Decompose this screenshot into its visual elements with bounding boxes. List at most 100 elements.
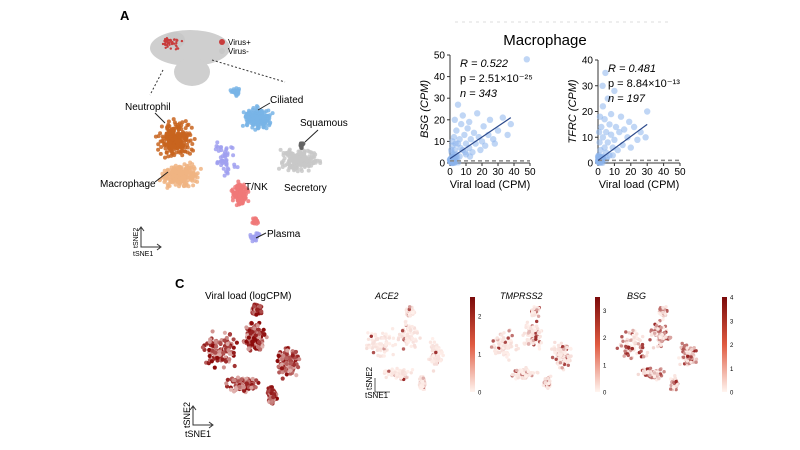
cell-point [244, 117, 249, 122]
expression-point [553, 340, 557, 345]
cell-point [191, 148, 195, 153]
expression-point [244, 325, 249, 330]
expression-point [231, 337, 236, 342]
expression-point [545, 385, 549, 389]
data-point [464, 125, 471, 132]
expression-point [410, 324, 414, 329]
expression-point [408, 314, 413, 318]
pointer-plasma [255, 232, 267, 239]
tsne1-label-ace2: tSNE1 [365, 391, 389, 400]
expression-point [661, 305, 665, 310]
expression-point [382, 354, 386, 358]
expression-point [386, 372, 391, 377]
expression-point [632, 335, 636, 340]
x-tick-label: 10 [460, 167, 472, 178]
expression-point [561, 347, 566, 352]
expression-point [296, 365, 301, 370]
cluster-neutrophil [153, 117, 197, 160]
data-point [458, 120, 465, 128]
viral-load-title: Viral load (logCPM) [205, 291, 292, 302]
cell-point [251, 106, 256, 110]
label-squamous: Squamous [300, 118, 348, 129]
expression-point [502, 331, 506, 335]
expression-point [412, 330, 417, 335]
expression-point [641, 369, 646, 373]
data-point [477, 146, 484, 154]
data-point [507, 120, 514, 128]
expression-point [401, 369, 405, 374]
cell-point [305, 159, 309, 164]
cell-point [220, 154, 225, 159]
cell-point [232, 162, 237, 167]
colorbar-tick: 0 [730, 391, 734, 397]
legend-virus-pos: Virus+ [228, 38, 251, 47]
virus-pos-point [172, 42, 176, 45]
x-tick-label: 0 [595, 167, 601, 178]
tsne1-label-a: tSNE1 [133, 251, 153, 258]
expression-point [215, 355, 220, 360]
cell-point [189, 125, 194, 130]
y-axis-label: BSG (CPM) [419, 80, 431, 138]
cell-point [188, 133, 193, 137]
expression-point [565, 345, 569, 350]
expression-point [431, 369, 436, 373]
cell-point [233, 194, 238, 199]
virus-pos-point [168, 43, 171, 46]
cell-point [191, 183, 196, 188]
expression-point [414, 339, 418, 343]
expression-point [534, 335, 538, 339]
data-point [602, 69, 609, 77]
expression-point [674, 379, 678, 384]
expression-point [285, 348, 290, 353]
data-point [601, 144, 608, 151]
expression-point [656, 320, 660, 325]
tsne2-label-c: tSNE2 [182, 402, 192, 428]
expression-point [569, 354, 573, 358]
cell-point [280, 161, 285, 166]
virus-pos-point [169, 47, 172, 50]
data-point [599, 134, 607, 141]
tsne2-label-a: tSNE2 [133, 228, 140, 248]
cell-point [213, 147, 218, 152]
expression-point [212, 365, 217, 370]
expression-point [420, 379, 425, 384]
expression-point [680, 341, 684, 346]
legend-virus-neg: Virus- [228, 47, 249, 56]
expression-point [641, 354, 646, 359]
expression-point [539, 340, 544, 345]
expression-point [287, 355, 292, 361]
expression-point [279, 362, 284, 368]
expression-point [694, 360, 698, 364]
expression-point [220, 357, 225, 362]
expression-point [254, 378, 259, 383]
cell-point [282, 156, 287, 161]
cluster-plasma [213, 140, 240, 178]
cell-point [156, 147, 161, 152]
expression-point [246, 346, 251, 352]
tsne-axis-a: tSNE2 tSNE1 [133, 226, 162, 258]
cell-point [195, 171, 200, 176]
expression-point [546, 381, 551, 386]
cell-point [303, 154, 308, 159]
colorbar [470, 297, 475, 392]
expression-point [391, 336, 396, 340]
cell-point [219, 148, 224, 153]
expression-point [515, 374, 519, 378]
cell-point [175, 141, 180, 146]
expression-point [435, 343, 439, 347]
expression-point [371, 350, 376, 355]
expression-point [210, 329, 215, 334]
expression-point [231, 389, 236, 394]
data-point [627, 144, 634, 151]
cell-point [164, 150, 169, 155]
expression-point [234, 340, 239, 345]
expression-point [390, 367, 394, 371]
data-point [480, 123, 487, 130]
data-point [451, 116, 458, 124]
expression-point [639, 349, 643, 353]
cell-point [219, 145, 224, 150]
colorbar [722, 297, 727, 392]
y-tick-label: 0 [587, 159, 593, 170]
cell-point [280, 165, 285, 169]
colorbar [595, 297, 600, 392]
